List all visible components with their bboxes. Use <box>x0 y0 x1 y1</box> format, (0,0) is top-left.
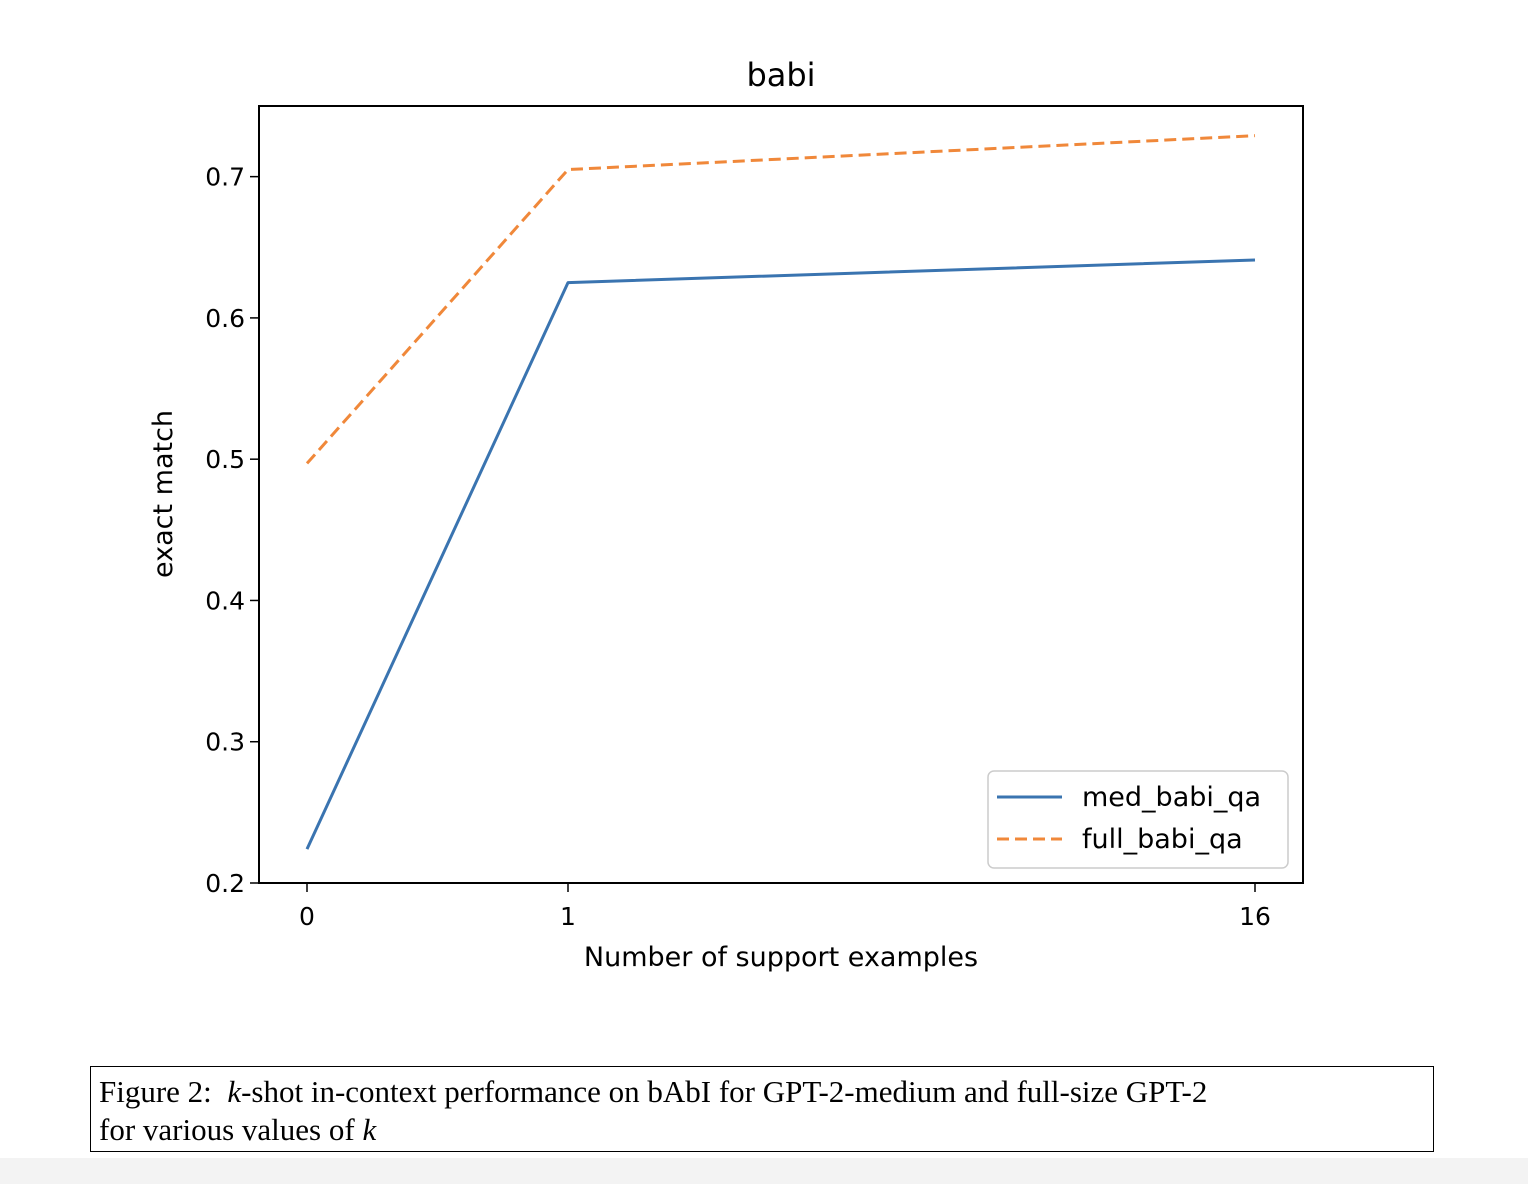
plot-frame <box>258 105 1304 884</box>
legend: med_babi_qa full_babi_qa <box>987 770 1289 869</box>
legend-label-med_babi_qa: med_babi_qa <box>1082 782 1261 813</box>
y-tick-label: 0.6 <box>205 304 245 333</box>
x-axis-label: Number of support examples <box>584 942 978 973</box>
series-layer <box>305 134 1256 850</box>
series-line-full_babi_qa <box>305 134 1256 465</box>
y-axis-label: exact match <box>148 410 179 578</box>
y-tick-label: 0.4 <box>205 586 245 615</box>
y-tick-label: 0.5 <box>205 445 245 474</box>
x-tick-label: 1 <box>560 902 576 931</box>
caption-variable: k <box>227 1074 242 1109</box>
caption-variable-2: k <box>362 1112 377 1147</box>
legend-label-full_babi_qa: full_babi_qa <box>1082 824 1243 855</box>
page-bottom-strip <box>0 1158 1528 1184</box>
figure-caption: Figure 2: k-shot in-context performance … <box>90 1066 1434 1152</box>
caption-text-line1: -shot in-context performance on bAbI for… <box>241 1074 1208 1109</box>
y-tick-label: 0.2 <box>205 869 245 898</box>
legend-box <box>987 770 1289 869</box>
chart-title: babi <box>746 56 815 94</box>
caption-text-line2: for various values of <box>99 1112 363 1147</box>
x-axis: 0 1 16 <box>299 883 1271 931</box>
series-line-med_babi_qa <box>305 258 1256 850</box>
caption-label: Figure 2: <box>99 1074 212 1109</box>
y-axis: 0.2 0.3 0.4 0.5 0.6 0.7 <box>205 163 259 898</box>
x-tick-label: 0 <box>299 902 315 931</box>
y-tick-label: 0.7 <box>205 163 245 192</box>
y-tick-label: 0.3 <box>205 728 245 757</box>
x-tick-label: 16 <box>1239 902 1271 931</box>
